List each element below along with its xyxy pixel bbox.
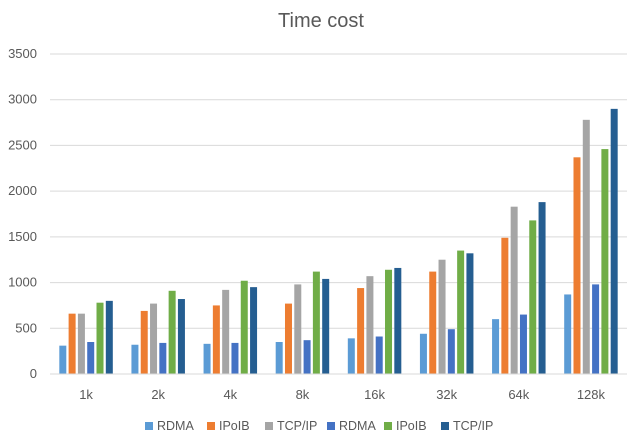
y-tick-label: 2500 bbox=[8, 137, 37, 152]
bar bbox=[573, 157, 581, 374]
bar bbox=[140, 310, 148, 374]
bar bbox=[294, 284, 302, 374]
bar bbox=[105, 300, 113, 374]
bar bbox=[592, 284, 600, 374]
y-axis-ticks: 0 500 1000 1500 2000 2500 3000 3500 bbox=[8, 46, 37, 381]
bar bbox=[366, 276, 374, 374]
bar bbox=[303, 340, 311, 374]
legend: RDMA IPoIB TCP/IP RDMA IPoIB TCP/IP bbox=[145, 419, 493, 433]
bar bbox=[357, 288, 365, 374]
bar bbox=[385, 269, 393, 374]
bar bbox=[538, 202, 546, 374]
y-tick-label: 500 bbox=[15, 320, 37, 335]
bar bbox=[275, 342, 283, 374]
bar bbox=[447, 329, 455, 374]
bar bbox=[222, 289, 230, 374]
bar bbox=[203, 343, 211, 374]
legend-label: TCP/IP bbox=[453, 419, 493, 433]
y-tick-label: 0 bbox=[30, 366, 37, 381]
bar bbox=[177, 299, 185, 374]
bar bbox=[159, 342, 167, 374]
y-tick-label: 2000 bbox=[8, 183, 37, 198]
bar bbox=[601, 149, 609, 374]
bar bbox=[582, 119, 590, 374]
x-tick-label: 16k bbox=[364, 387, 385, 402]
bar bbox=[250, 287, 258, 374]
bar bbox=[510, 206, 518, 374]
bar bbox=[312, 271, 320, 374]
bar bbox=[87, 342, 95, 374]
legend-swatch bbox=[145, 422, 153, 430]
x-tick-label: 2k bbox=[151, 387, 165, 402]
x-tick-label: 8k bbox=[296, 387, 310, 402]
bar bbox=[96, 302, 104, 374]
bar bbox=[150, 303, 158, 374]
y-tick-label: 3000 bbox=[8, 92, 37, 107]
bar bbox=[466, 253, 474, 374]
bar bbox=[529, 220, 537, 374]
legend-label: IPoIB bbox=[219, 419, 250, 433]
bar bbox=[564, 294, 572, 374]
legend-swatch bbox=[327, 422, 335, 430]
gridlines bbox=[50, 53, 627, 329]
x-axis: 1k 2k 4k 8k 16k 32k 64k 128k bbox=[50, 373, 627, 402]
bar bbox=[68, 313, 76, 374]
bar bbox=[322, 278, 330, 374]
bar bbox=[394, 267, 402, 374]
y-tick-label: 1000 bbox=[8, 275, 37, 290]
bar bbox=[501, 237, 509, 374]
x-tick-label: 1k bbox=[79, 387, 93, 402]
y-tick-label: 3500 bbox=[8, 46, 37, 61]
x-tick-label: 128k bbox=[577, 387, 606, 402]
bar bbox=[457, 250, 465, 374]
bar bbox=[231, 342, 239, 374]
bar bbox=[419, 333, 427, 374]
bar bbox=[438, 259, 446, 374]
bar bbox=[519, 314, 527, 374]
x-tick-label: 4k bbox=[223, 387, 237, 402]
legend-swatch bbox=[441, 422, 449, 430]
bar bbox=[492, 319, 500, 374]
chart-title: Time cost bbox=[278, 10, 364, 32]
bar bbox=[59, 345, 67, 374]
legend-label: TCP/IP bbox=[277, 419, 317, 433]
legend-label: RDMA bbox=[157, 419, 194, 433]
bar bbox=[168, 290, 176, 374]
legend-swatch bbox=[384, 422, 392, 430]
legend-label: RDMA bbox=[339, 419, 376, 433]
bar bbox=[284, 303, 292, 374]
legend-swatch bbox=[265, 422, 273, 430]
bar bbox=[375, 336, 383, 374]
legend-label: IPoIB bbox=[396, 419, 427, 433]
y-tick-label: 1500 bbox=[8, 229, 37, 244]
bars bbox=[59, 108, 618, 374]
bar bbox=[212, 305, 220, 374]
bar bbox=[429, 271, 437, 374]
bar bbox=[610, 108, 618, 374]
x-tick-label: 32k bbox=[436, 387, 457, 402]
bar bbox=[77, 313, 85, 374]
x-tick-label: 64k bbox=[508, 387, 529, 402]
bar bbox=[347, 338, 355, 374]
legend-swatch bbox=[207, 422, 215, 430]
bar bbox=[240, 280, 248, 374]
bar bbox=[131, 344, 139, 374]
